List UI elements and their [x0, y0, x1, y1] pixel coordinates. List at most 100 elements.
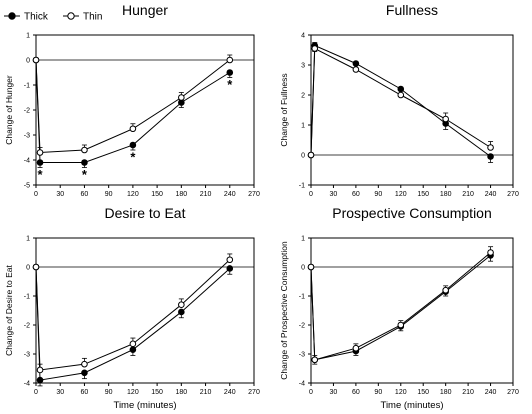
y-axis-label: Change of Prospective Consumption — [279, 241, 289, 380]
data-point-thin — [487, 144, 494, 151]
data-point-thin — [32, 263, 40, 271]
data-point-thick — [178, 308, 185, 316]
data-point-thin — [311, 356, 319, 364]
x-tick-label: 210 — [462, 191, 474, 198]
x-axis-label: Time (minutes) — [114, 400, 177, 411]
x-tick-label: 240 — [224, 191, 236, 198]
y-tick-label: -1 — [24, 294, 30, 301]
x-tick-label: 270 — [248, 389, 260, 396]
x-tick-label: 120 — [395, 389, 407, 396]
data-point-thin — [307, 263, 315, 271]
data-point-thin — [81, 360, 88, 368]
x-tick-label: 210 — [200, 389, 212, 396]
x-tick-label: 240 — [485, 191, 497, 198]
x-tick-label: 30 — [56, 389, 64, 396]
y-tick-label: -2 — [24, 108, 30, 115]
x-tick-label: 180 — [175, 191, 187, 198]
y-axis-label: Change of Hunger — [4, 75, 14, 145]
x-tick-label: 30 — [56, 191, 64, 198]
y-tick-label: 1 — [301, 236, 305, 243]
data-point-thick — [81, 159, 88, 166]
series-line-thick — [35, 266, 231, 381]
chart-title: Fullness — [386, 2, 438, 18]
x-tick-label: 180 — [175, 389, 187, 396]
chart-title: Prospective Consumption — [332, 205, 492, 221]
data-point-thick — [352, 60, 360, 67]
data-point-thin — [178, 301, 185, 309]
x-tick-label: 210 — [200, 191, 212, 198]
y-tick-label: 2 — [301, 93, 305, 100]
data-point-thick — [36, 376, 44, 384]
data-point-thin — [311, 45, 319, 52]
y-tick-label: -1 — [299, 294, 305, 301]
y-tick-label: 1 — [301, 123, 305, 130]
data-point-thin — [307, 151, 315, 159]
data-point-thick — [226, 69, 234, 76]
x-tick-label: 0 — [309, 389, 313, 396]
x-tick-label: 150 — [151, 389, 163, 396]
significance-marker: * — [227, 77, 233, 92]
x-tick-label: 270 — [507, 191, 519, 198]
data-point-thick — [36, 159, 44, 166]
x-tick-label: 30 — [330, 389, 338, 396]
data-point-thick — [129, 141, 137, 149]
significance-marker: * — [82, 167, 88, 182]
x-tick-label: 210 — [462, 389, 474, 396]
y-tick-label: -5 — [24, 183, 30, 190]
x-tick-label: 150 — [417, 389, 429, 396]
data-point-thin — [442, 115, 449, 123]
chart-panel-4: Prospective Consumption 0 30 60 90 120 150 180 2… — [279, 205, 519, 411]
data-point-thin — [36, 149, 44, 156]
x-tick-label: 180 — [440, 389, 452, 396]
x-tick-label: 60 — [81, 389, 89, 396]
chart-title: Desire to Eat — [105, 205, 186, 221]
y-tick-label: 0 — [26, 58, 30, 65]
y-tick-label: -4 — [299, 381, 305, 388]
data-point-thin — [352, 344, 360, 352]
data-point-thick — [397, 85, 405, 93]
y-tick-label: -3 — [24, 133, 30, 140]
y-tick-label: -1 — [299, 183, 305, 190]
plot-frame — [35, 237, 255, 384]
x-tick-label: 90 — [105, 191, 113, 198]
x-tick-label: 0 — [309, 191, 313, 198]
x-tick-label: 240 — [224, 389, 236, 396]
plot-frame — [310, 34, 514, 186]
x-tick-label: 30 — [330, 191, 338, 198]
legend: Thick Thin — [4, 12, 102, 23]
y-tick-label: -3 — [299, 352, 305, 359]
data-point-thin — [442, 286, 449, 294]
x-axis-label: Time (minutes) — [381, 400, 444, 411]
series-line-thick — [310, 44, 491, 157]
series-line-thin — [310, 252, 491, 361]
data-point-thin — [226, 56, 234, 64]
x-tick-label: 90 — [374, 191, 382, 198]
chart-title: Hunger — [122, 2, 168, 18]
y-axis-label: Change of Desire to Eat — [4, 265, 14, 356]
data-point-thick — [487, 153, 494, 160]
y-tick-label: 0 — [301, 265, 305, 272]
data-point-thin — [36, 366, 44, 374]
legend-marker-thick — [8, 12, 16, 20]
data-point-thick — [81, 369, 88, 377]
plot-frame — [310, 237, 514, 384]
chart-panel-3: Desire to Eat 0 30 60 90 120 150 180 210 240 270 -4… — [4, 205, 260, 411]
significance-marker: * — [130, 149, 136, 164]
y-axis-label: Change of Fullness — [279, 73, 289, 146]
y-tick-label: -1 — [24, 83, 30, 90]
y-tick-label: 0 — [301, 153, 305, 160]
y-tick-label: -4 — [24, 158, 30, 165]
y-tick-label: 1 — [26, 236, 30, 243]
data-point-thin — [397, 91, 405, 99]
x-tick-label: 90 — [374, 389, 382, 396]
data-point-thin — [32, 56, 40, 64]
series-line-thick — [310, 255, 491, 361]
chart-panel-1: Hunger 0 30 60 90 120 150 180 210 240 270 -5 -4 -3 -2 -… — [4, 2, 260, 198]
y-tick-label: 0 — [26, 265, 30, 272]
x-tick-label: 150 — [151, 191, 163, 198]
legend-marker-thin — [67, 12, 75, 20]
y-tick-label: 4 — [301, 33, 305, 40]
y-tick-label: -4 — [24, 381, 30, 388]
chart-panel-2: Fullness 0 30 60 90 120 150 180 210 240 270 -1 0 1 2 3 4… — [279, 2, 519, 198]
x-tick-label: 120 — [395, 191, 407, 198]
